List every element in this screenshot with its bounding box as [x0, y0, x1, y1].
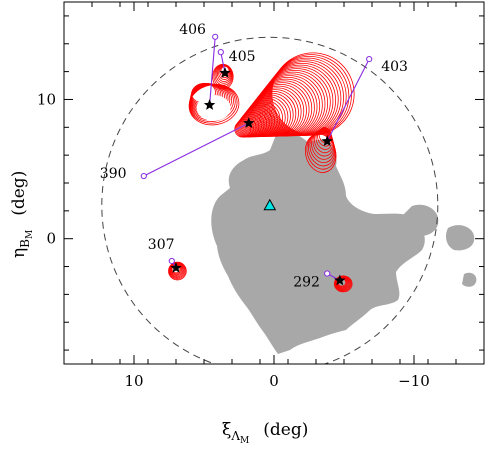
star-marker-390: [243, 117, 255, 128]
x-axis-unit: (deg): [263, 420, 308, 440]
object-label-307: 307: [148, 237, 175, 253]
object-label-405: 405: [229, 49, 256, 65]
x-axis-subsub: M: [240, 436, 249, 446]
orbit-ellipse: [334, 275, 352, 292]
orbit-ellipse: [336, 277, 349, 289]
y-axis-symbol: η: [9, 248, 29, 258]
orbit-ellipse: [268, 57, 347, 136]
y-tick-label: 0: [46, 230, 56, 248]
x-tick-label: −10: [398, 372, 430, 390]
open-circle-390: [140, 172, 147, 180]
object-label-390: 390: [100, 166, 127, 182]
svg-text:ηBM(deg): ηBM (deg): [9, 171, 35, 258]
y-axis-sub: B: [18, 239, 32, 248]
x-tick-label: 10: [124, 372, 143, 390]
orbit-core-highlight: [196, 95, 231, 122]
vector-406: [209, 36, 216, 106]
y-axis-unit: (deg): [9, 171, 29, 216]
open-circle-292: [324, 270, 331, 277]
vector-403: [326, 58, 370, 142]
orbit-ellipses: [168, 52, 355, 293]
x-tick-label: 0: [269, 372, 279, 390]
plot-area: 406 405 403 390 307 292: [100, 22, 477, 364]
object-label-292: 292: [293, 275, 320, 291]
center-marker-layer: [263, 198, 277, 211]
orbit-ellipse: [168, 261, 187, 281]
star-marker-406: [203, 99, 216, 110]
orbit-ellipse: [335, 276, 350, 290]
y-tick-label: 10: [37, 90, 56, 108]
orbit-ellipse: [333, 275, 353, 293]
orbit-ellipse: [335, 277, 349, 289]
y-axis-subsub: M: [25, 230, 35, 239]
axis-ticks: 10 0 −10 0 10: [37, 2, 485, 390]
open-circle-406: [212, 33, 219, 40]
star-marker-403: [321, 135, 333, 147]
orbit-ellipse: [334, 276, 351, 291]
survey-footprint: [211, 132, 477, 354]
open-circle-307: [168, 257, 175, 265]
object-markers: [140, 33, 373, 286]
vector-390: [143, 122, 250, 177]
x-axis-title: ξΛM (deg): [222, 420, 308, 446]
open-circle-405: [217, 49, 224, 56]
orbit-ellipse: [304, 133, 337, 173]
orbit-ellipse: [188, 84, 240, 126]
center-triangle: [263, 198, 277, 211]
svg-text:ξΛM(deg): ξΛM (deg): [222, 420, 308, 446]
star-marker-307: [170, 261, 182, 273]
open-circle-403: [366, 55, 373, 63]
object-label-403: 403: [381, 59, 408, 75]
x-axis-sub: Λ: [230, 429, 240, 443]
y-axis-title: ηBM (deg): [9, 171, 35, 258]
object-label-406: 406: [179, 22, 206, 38]
object-labels: 406 405 403 390 307 292: [100, 22, 408, 291]
x-axis-symbol: ξ: [222, 420, 231, 440]
star-marker-292: [334, 274, 346, 286]
radius-circle: [101, 36, 439, 364]
star-marker-405: [219, 67, 231, 78]
